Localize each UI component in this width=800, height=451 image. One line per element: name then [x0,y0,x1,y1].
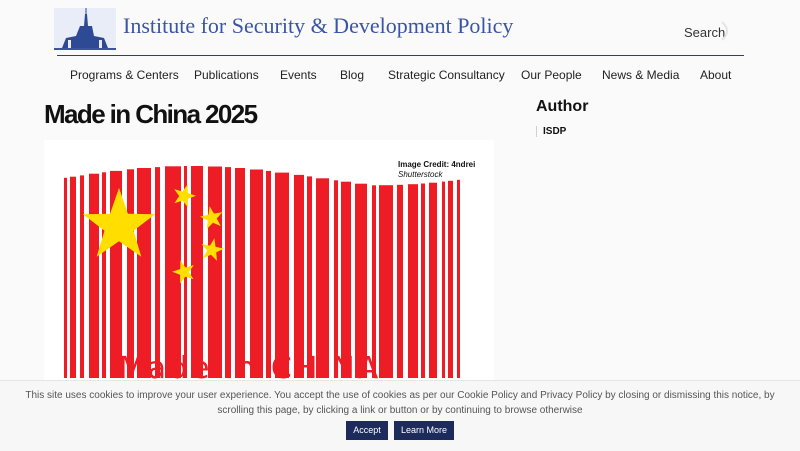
barcode-bar [137,168,151,378]
barcode-bar [448,180,453,378]
barcode-bar [155,167,160,378]
barcode-bar [429,182,437,378]
nav-item-our-people[interactable]: Our People [521,68,582,82]
barcode-caption: Made in CHINA [119,351,382,380]
site-header: Institute for Security & Development Pol… [0,0,800,98]
image-credit-label: Image Credit: 4ndrei [398,160,476,169]
barcode-bar [250,169,263,378]
cookie-notice-text: This site uses cookies to improve your u… [25,390,775,416]
barcode-bar [408,184,418,378]
barcode-bar [316,178,329,378]
image-credit: Image Credit: 4ndrei Shutterstock [398,160,475,180]
barcode-bar [80,175,84,378]
author-link[interactable]: ISDP [536,126,566,137]
header-divider [57,55,744,56]
barcode-bar [89,173,99,378]
nav-item-about[interactable]: About [700,68,732,82]
barcode-bar [341,181,351,378]
search-link[interactable]: Search [684,25,726,40]
page-title: Made in China 2025 [44,99,258,129]
barcode-bar [307,176,312,378]
barcode-bar [102,172,106,378]
barcode-bar [334,180,338,378]
flag-star [172,260,194,284]
made-in-china-barcode-illustration: Made in CHINA [64,166,460,380]
cookie-notice: This site uses cookies to improve your u… [0,380,800,451]
flag-star [82,188,156,257]
nav-item-news-media[interactable]: News & Media [602,68,680,82]
barcode-bar [355,183,367,378]
barcode-bar [379,185,393,378]
barcode-bar [275,172,289,378]
barcode-bar [421,183,425,378]
flag-star [200,206,223,229]
barcode-bar [70,176,76,378]
logo-icon[interactable] [54,8,116,56]
nav-item-blog[interactable]: Blog [340,68,365,82]
barcode-bar [442,181,445,378]
barcode-bar [208,166,222,378]
nav-item-programs-centers[interactable]: Programs & Centers [70,68,179,82]
flag-star [174,184,196,208]
barcode-bar [372,185,376,378]
search-icon[interactable] [720,20,734,42]
barcode-bar [294,174,304,378]
nav-item-strategic-consultancy[interactable]: Strategic Consultancy [388,68,505,82]
barcode-bar [235,168,245,378]
nav-item-events[interactable]: Events [280,68,317,82]
main-nav: Programs & Centers Publications Events B… [0,68,800,84]
barcode-bar [397,184,403,378]
featured-image: Made in CHINA Image Credit: 4ndrei Shutt… [44,140,494,380]
cookie-learn-more-button[interactable]: Learn More [394,421,454,440]
cookie-accept-button[interactable]: Accept [346,421,388,440]
barcode-bar [225,167,231,378]
site-title[interactable]: Institute for Security & Development Pol… [123,13,514,38]
barcode-bar [266,170,271,378]
sidebar-author-heading: Author [536,98,589,115]
barcode-bar [191,166,203,378]
nav-item-publications[interactable]: Publications [194,68,259,82]
image-credit-source: Shutterstock [398,170,443,179]
flag-star [201,238,224,261]
barcode-bar [127,169,134,378]
barcode-bar [64,177,67,378]
barcode-bar [457,179,460,378]
